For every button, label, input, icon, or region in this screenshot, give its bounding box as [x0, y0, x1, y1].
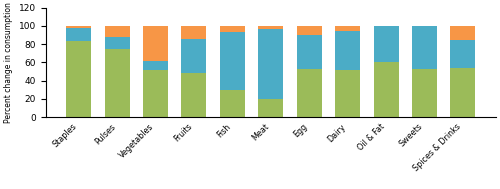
- Bar: [335, 70, 360, 117]
- Bar: [66, 26, 91, 28]
- Bar: [296, 26, 322, 35]
- Bar: [412, 26, 437, 69]
- Bar: [258, 26, 283, 29]
- Bar: [182, 39, 206, 73]
- Bar: [104, 26, 130, 37]
- Bar: [335, 31, 360, 70]
- Bar: [296, 69, 322, 117]
- Bar: [182, 26, 206, 39]
- Bar: [374, 26, 398, 62]
- Bar: [335, 26, 360, 31]
- Bar: [220, 26, 245, 32]
- Bar: [104, 37, 130, 49]
- Bar: [412, 69, 437, 117]
- Y-axis label: Percent change in consumption: Percent change in consumption: [4, 2, 13, 123]
- Bar: [258, 29, 283, 99]
- Bar: [450, 68, 475, 117]
- Bar: [143, 70, 168, 117]
- Bar: [182, 73, 206, 117]
- Bar: [258, 99, 283, 117]
- Bar: [104, 49, 130, 117]
- Bar: [220, 90, 245, 117]
- Bar: [66, 41, 91, 117]
- Bar: [450, 26, 475, 40]
- Bar: [66, 28, 91, 41]
- Bar: [374, 62, 398, 117]
- Bar: [143, 26, 168, 61]
- Bar: [143, 61, 168, 70]
- Bar: [220, 32, 245, 90]
- Bar: [296, 35, 322, 69]
- Bar: [450, 40, 475, 68]
